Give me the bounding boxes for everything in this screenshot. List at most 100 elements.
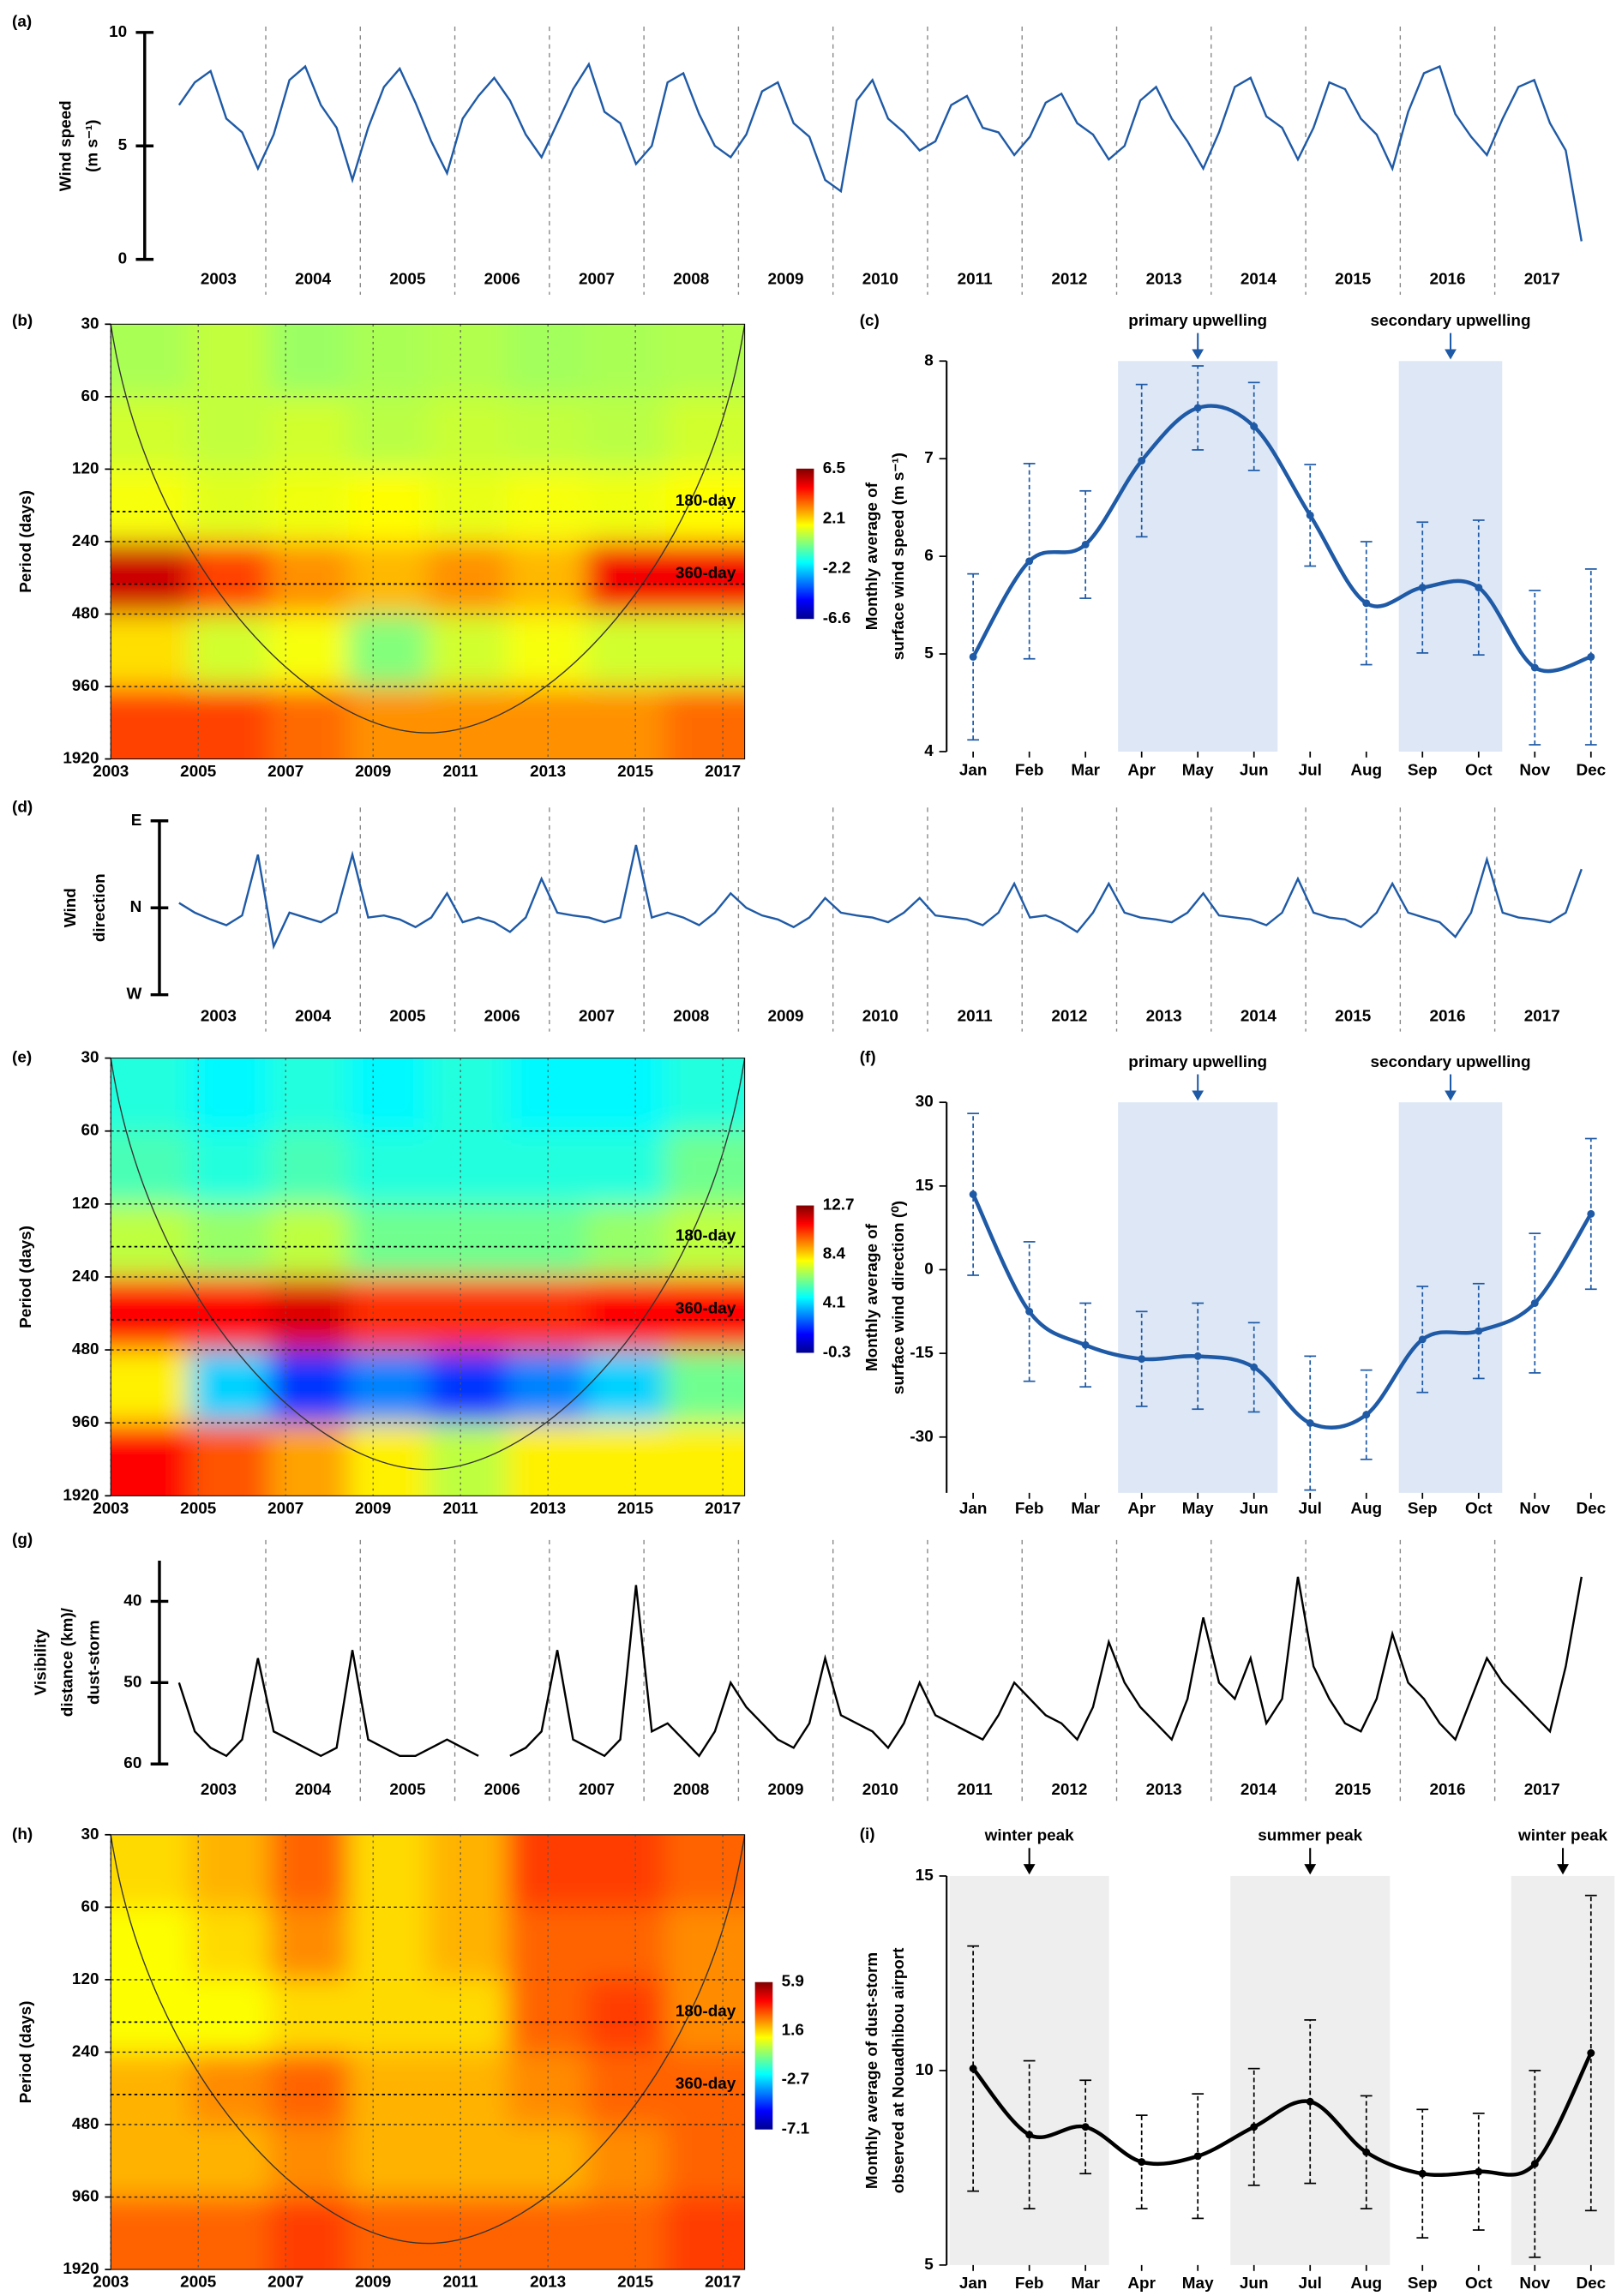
heatmap-cell xyxy=(586,1907,667,1981)
heatmap-cell xyxy=(269,1203,350,1278)
heatmap-cell xyxy=(348,1979,429,2053)
x-tick-label: 2006 xyxy=(484,1781,520,1799)
heatmap-cell xyxy=(189,2052,270,2125)
heatmap-cell xyxy=(189,614,270,687)
panel-label: (e) xyxy=(12,1049,32,1067)
y-tick-label: 30 xyxy=(81,1049,99,1067)
x-tick-label: 2006 xyxy=(484,1007,520,1025)
period-label: 180-day xyxy=(676,492,736,510)
heatmap-cell xyxy=(507,541,587,615)
x-tick-label: Dec xyxy=(1576,1500,1606,1518)
y-tick-label: 120 xyxy=(72,1195,99,1213)
x-tick-label: Jun xyxy=(1240,2275,1269,2293)
heatmap-cell xyxy=(507,469,587,543)
y-tick-label: 960 xyxy=(72,1413,99,1431)
heatmap-cell xyxy=(269,1350,350,1424)
y-axis-label: observed at Nouadhibou airport xyxy=(890,1947,908,2193)
y-tick-label: 30 xyxy=(81,315,99,333)
heatmap-cell xyxy=(111,469,191,543)
y-tick-label: 0 xyxy=(118,250,128,268)
heatmap-cell xyxy=(348,2052,429,2125)
x-tick-label: 2017 xyxy=(1524,271,1560,289)
x-tick-label: Apr xyxy=(1127,2275,1156,2293)
span-arrowhead xyxy=(1557,1864,1569,1875)
heatmap-cell xyxy=(189,1907,270,1981)
point xyxy=(1530,663,1539,672)
heatmap-cell xyxy=(427,541,508,615)
y-tick-label: 40 xyxy=(123,1592,141,1610)
span-label: winter peak xyxy=(1517,1827,1608,1845)
heatmap-cell xyxy=(189,2124,270,2198)
heatmap-cell xyxy=(111,1203,191,1278)
y-tick-label: 240 xyxy=(72,2042,99,2060)
series-line xyxy=(177,62,1583,242)
heatmap-cell xyxy=(348,1834,429,1909)
heatmap-cell xyxy=(269,469,350,543)
cone-of-influence xyxy=(111,1058,745,1471)
heatmap-cell xyxy=(665,1350,745,1424)
x-tick-label: 2016 xyxy=(1429,1007,1465,1025)
heatmap-cell xyxy=(269,2052,350,2125)
period-label: 360-day xyxy=(676,2075,736,2093)
colorbar-label: 6.5 xyxy=(823,459,845,477)
point xyxy=(1418,584,1427,592)
x-tick-label: 2011 xyxy=(958,1007,993,1025)
heatmap-cell xyxy=(427,2124,508,2198)
heatmap-cell xyxy=(111,1907,191,1981)
x-tick-label: 2006 xyxy=(484,271,520,289)
x-tick-label: 2004 xyxy=(295,1781,332,1799)
y-axis-label: Period (days) xyxy=(17,490,35,593)
heatmap-cell xyxy=(427,1979,508,2053)
point xyxy=(1475,584,1483,592)
x-tick-label: 2007 xyxy=(579,271,615,289)
x-tick-label: 2011 xyxy=(958,271,993,289)
heatmap-cell xyxy=(111,1350,191,1424)
x-tick-label: 2013 xyxy=(530,2274,566,2292)
heatmap-cell xyxy=(507,1203,587,1278)
heatmap-cell xyxy=(507,324,587,398)
y-tick-label: 10 xyxy=(109,23,127,41)
point xyxy=(1530,1299,1539,1308)
x-tick-label: 2005 xyxy=(389,1007,425,1025)
x-tick-label: Mar xyxy=(1071,761,1100,779)
heatmap-cell xyxy=(111,2197,191,2270)
heatmap-cell xyxy=(348,1423,429,1496)
y-tick-label: -15 xyxy=(910,1344,933,1362)
heatmap-cell xyxy=(586,2197,667,2270)
x-tick-label: Nov xyxy=(1519,761,1550,779)
y-axis-label: Monthly average of xyxy=(863,482,881,630)
y-tick-label: 1920 xyxy=(63,1486,99,1504)
y-tick-label: 1920 xyxy=(63,750,99,768)
point xyxy=(1250,2123,1259,2131)
x-tick-label: 2003 xyxy=(93,763,129,781)
colorbar-label: 4.1 xyxy=(823,1293,845,1311)
x-tick-label: 2005 xyxy=(389,1781,425,1799)
x-tick-label: 2008 xyxy=(673,1781,709,1799)
x-tick-label: Jun xyxy=(1240,1500,1269,1518)
heatmap-cell xyxy=(189,469,270,543)
x-tick-label: 2017 xyxy=(705,2274,741,2292)
period-label: 180-day xyxy=(676,1227,736,1245)
y-axis-label: surface wind direction (⁰) xyxy=(890,1201,908,1394)
heatmap-cell xyxy=(269,1979,350,2053)
x-tick-label: Jan xyxy=(959,1500,988,1518)
heatmap-cell xyxy=(507,1423,587,1496)
x-tick-label: Jun xyxy=(1240,761,1269,779)
colorbar-label: -6.6 xyxy=(823,609,851,627)
heatmap-cell xyxy=(348,1350,429,1424)
heatmap-cell xyxy=(665,1203,745,1278)
x-tick-label: 2015 xyxy=(617,1500,653,1518)
colorbar-label: -2.7 xyxy=(782,2070,810,2088)
heatmap-cell xyxy=(665,1130,745,1205)
x-tick-label: 2016 xyxy=(1429,1781,1465,1799)
x-tick-label: Jul xyxy=(1299,2275,1322,2293)
x-tick-label: 2003 xyxy=(93,1500,129,1518)
point xyxy=(1530,2160,1539,2168)
heatmap-cell xyxy=(427,1423,508,1496)
y-tick-label: 6 xyxy=(924,547,934,565)
heatmap-cell xyxy=(507,2052,587,2125)
heatmap-cell xyxy=(269,2197,350,2270)
y-tick-label: 1920 xyxy=(63,2260,99,2278)
x-tick-label: 2004 xyxy=(295,271,332,289)
x-tick-label: Mar xyxy=(1071,1500,1100,1518)
